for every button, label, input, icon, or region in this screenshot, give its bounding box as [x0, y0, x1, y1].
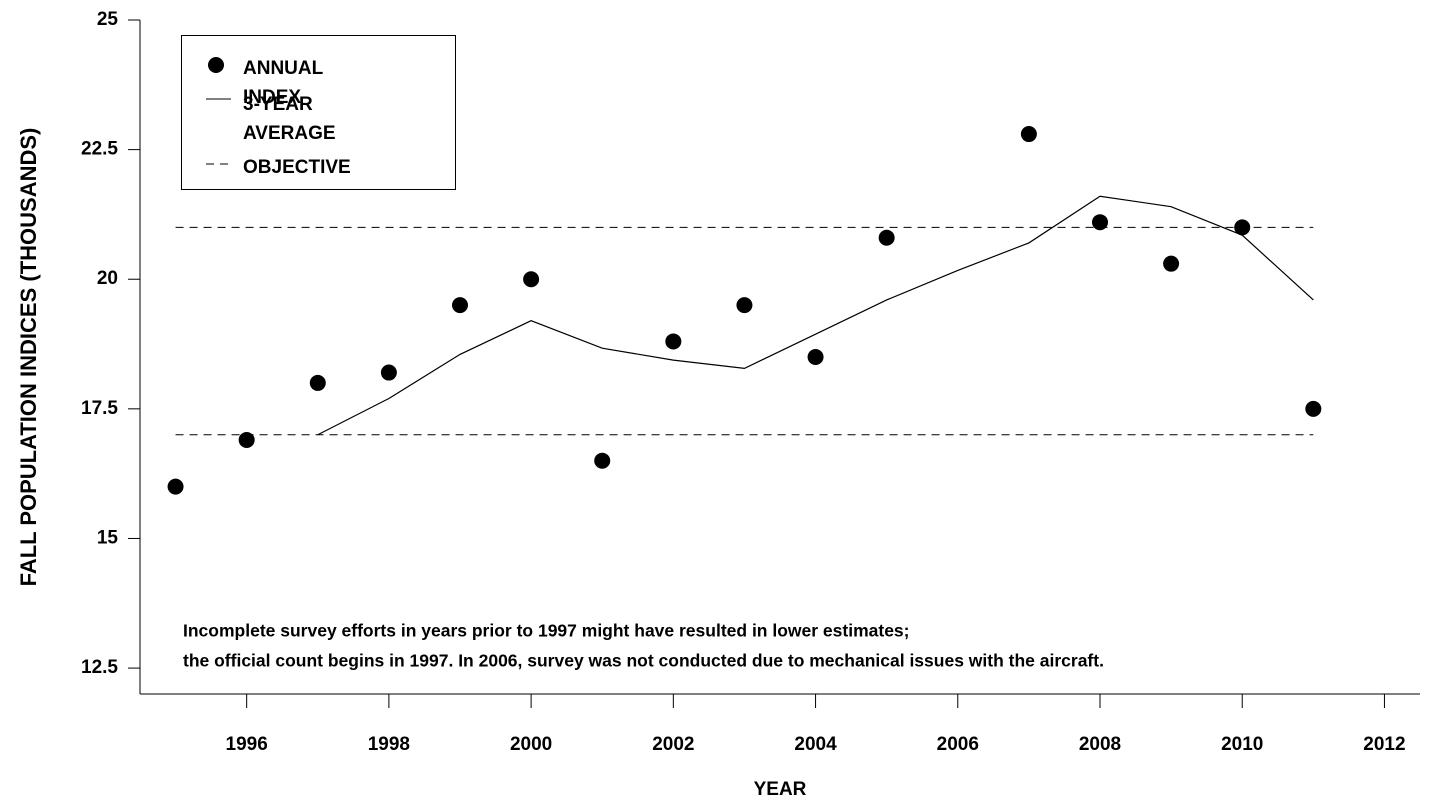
legend-entry: 3-YEAR AVERAGE [182, 86, 455, 144]
data-point [167, 478, 184, 495]
legend-label: OBJECTIVE [243, 157, 351, 178]
annotation: Incomplete survey efforts in years prior… [183, 621, 910, 641]
data-point [878, 229, 895, 246]
y-axis-title: FALL POPULATION INDICES (THOUSANDS) [16, 128, 41, 587]
x-tick-label: 2010 [1221, 734, 1263, 755]
legend-symbol [208, 57, 224, 73]
data-point [1092, 214, 1108, 231]
legend-entry: ANNUAL INDEX [182, 50, 455, 108]
x-tick-label: 2012 [1363, 734, 1405, 755]
y-tick-label: 25 [97, 9, 119, 30]
x-tick-label: 2000 [510, 734, 552, 755]
y-tick-label: 20 [97, 268, 118, 289]
x-axis-title: YEAR [754, 779, 807, 800]
x-tick-label: 1996 [226, 734, 268, 755]
data-point [452, 297, 468, 314]
legend-entry: OBJECTIVE [182, 149, 455, 179]
x-tick-label: 2006 [937, 734, 979, 755]
data-point [523, 271, 540, 288]
y-tick-label: 12.5 [81, 657, 118, 678]
legend-marker [208, 57, 224, 73]
x-tick-label: 2002 [652, 734, 694, 755]
data-point [1305, 400, 1322, 417]
annotation: the official count begins in 1997. In 20… [183, 651, 1104, 671]
data-point [238, 431, 255, 448]
legend-symbol [206, 163, 231, 165]
x-tick-label: 2008 [1079, 734, 1121, 755]
legend-symbol [206, 98, 231, 100]
y-tick-label: 17.5 [81, 398, 118, 419]
data-point [807, 349, 824, 365]
data-point [1163, 255, 1180, 272]
data-point [380, 364, 397, 381]
x-tick-label: 1998 [368, 734, 410, 755]
data-point [594, 452, 611, 469]
y-tick-label: 22.5 [81, 139, 118, 160]
y-tick-label: 15 [97, 527, 119, 548]
legend-label: 3-YEAR AVERAGE [243, 94, 336, 144]
data-point [309, 374, 326, 391]
legend-label: ANNUAL INDEX [243, 58, 323, 108]
data-point [665, 333, 682, 350]
data-point [1020, 126, 1037, 143]
data-point [736, 297, 753, 314]
data-point [1234, 219, 1251, 236]
average-line [317, 195, 1314, 436]
legend: ANNUAL INDEX 3-YEAR AVERAGE OBJECTIVE [181, 35, 456, 190]
x-tick-label: 2004 [794, 734, 837, 755]
